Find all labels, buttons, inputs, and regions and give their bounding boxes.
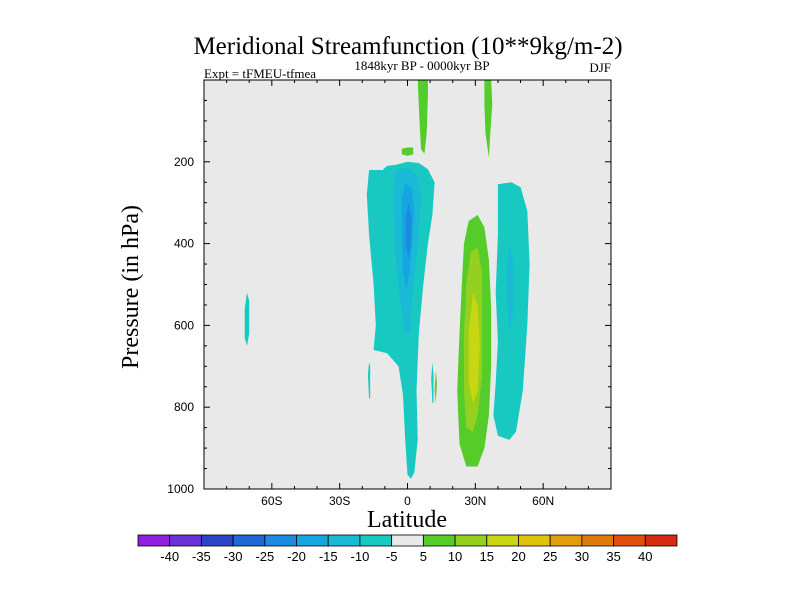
y-tick-label: 400 [174,237,194,251]
colorbar-label: -35 [192,549,211,564]
y-tick-label: 800 [174,400,194,414]
colorbar-box [359,534,393,547]
colorbar-box [327,534,361,547]
y-tick-label: 200 [174,155,194,169]
contour-region-pos-strat-2 [484,80,493,158]
x-tick-label: 60S [261,494,282,508]
contour-region-neg-sh-speck [244,292,250,346]
x-axis-label: Latitude [367,507,447,533]
colorbar-label: -5 [386,549,398,564]
contour-region-neg-main-core3 [405,202,412,260]
colorbar-box [613,534,646,547]
colorbar-box [201,534,234,547]
colorbar-box [518,534,551,547]
colorbar-label: 5 [420,549,427,564]
x-axis: 60S 30S 0 30N 60N [203,80,612,508]
colorbar-label: 15 [480,549,494,564]
contour-region-neg-nh-cell-inner [507,243,514,334]
y-tick-label: 600 [174,318,194,332]
x-tick-label: 60N [532,494,554,508]
x-tick-label: 30S [329,494,350,508]
contour-region-pos-strat-1 [417,80,428,154]
colorbar-label: 40 [638,549,652,564]
colorbar-label: 35 [606,549,620,564]
colorbar-box [137,534,171,547]
colorbar-box [644,534,678,547]
plot-area [203,79,612,490]
colorbar-box [169,534,202,547]
colorbar-box [422,534,456,547]
colorbar-box [264,534,297,547]
y-tick-label: 1000 [167,482,194,496]
colorbar-box [549,534,583,547]
colorbar-label: -40 [160,549,179,564]
contour-region-neg-speck-1 [367,362,371,399]
x-tick-label: 30N [464,494,486,508]
colorbar-box [454,534,488,547]
colorbar-box [581,534,614,547]
colorbar-label: 10 [448,549,462,564]
colorbar-label: -25 [255,549,274,564]
colorbar-label: -20 [287,549,306,564]
contour-region-pos-nh-cell-core [468,292,480,404]
x-tick-label: 0 [404,494,411,508]
colorbar-label: 25 [543,549,557,564]
right-subtitle: DJF [589,60,611,75]
colorbar-label: -10 [351,549,370,564]
colorbar-box [296,534,329,547]
y-axis-label: Pressure (in hPa) [118,205,144,369]
colorbar-label: -15 [319,549,338,564]
colorbar: -40 -35 -30 -25 -20 -15 -10 -5 5 10 15 20 25 30 35 40 [137,534,678,564]
colorbar-box [391,534,424,547]
center-subtitle: 1848kyr BP - 0000kyr BP [354,58,489,73]
colorbar-box [232,534,266,547]
y-axis: 200 400 600 800 1000 [167,79,611,496]
left-subtitle: Expt = tFMEU-tfmea [204,66,316,81]
chart-title: Meridional Streamfunction (10**9kg/m-2) [193,33,622,60]
contour-region-pos-speck-1 [401,147,414,156]
contour-region-pos-speck-2 [434,370,437,404]
colorbar-label: 30 [575,549,589,564]
contour-region-neg-speck-2 [431,362,434,404]
colorbar-label: -30 [224,549,243,564]
colorbar-box [486,534,519,547]
colorbar-label: 20 [511,549,525,564]
